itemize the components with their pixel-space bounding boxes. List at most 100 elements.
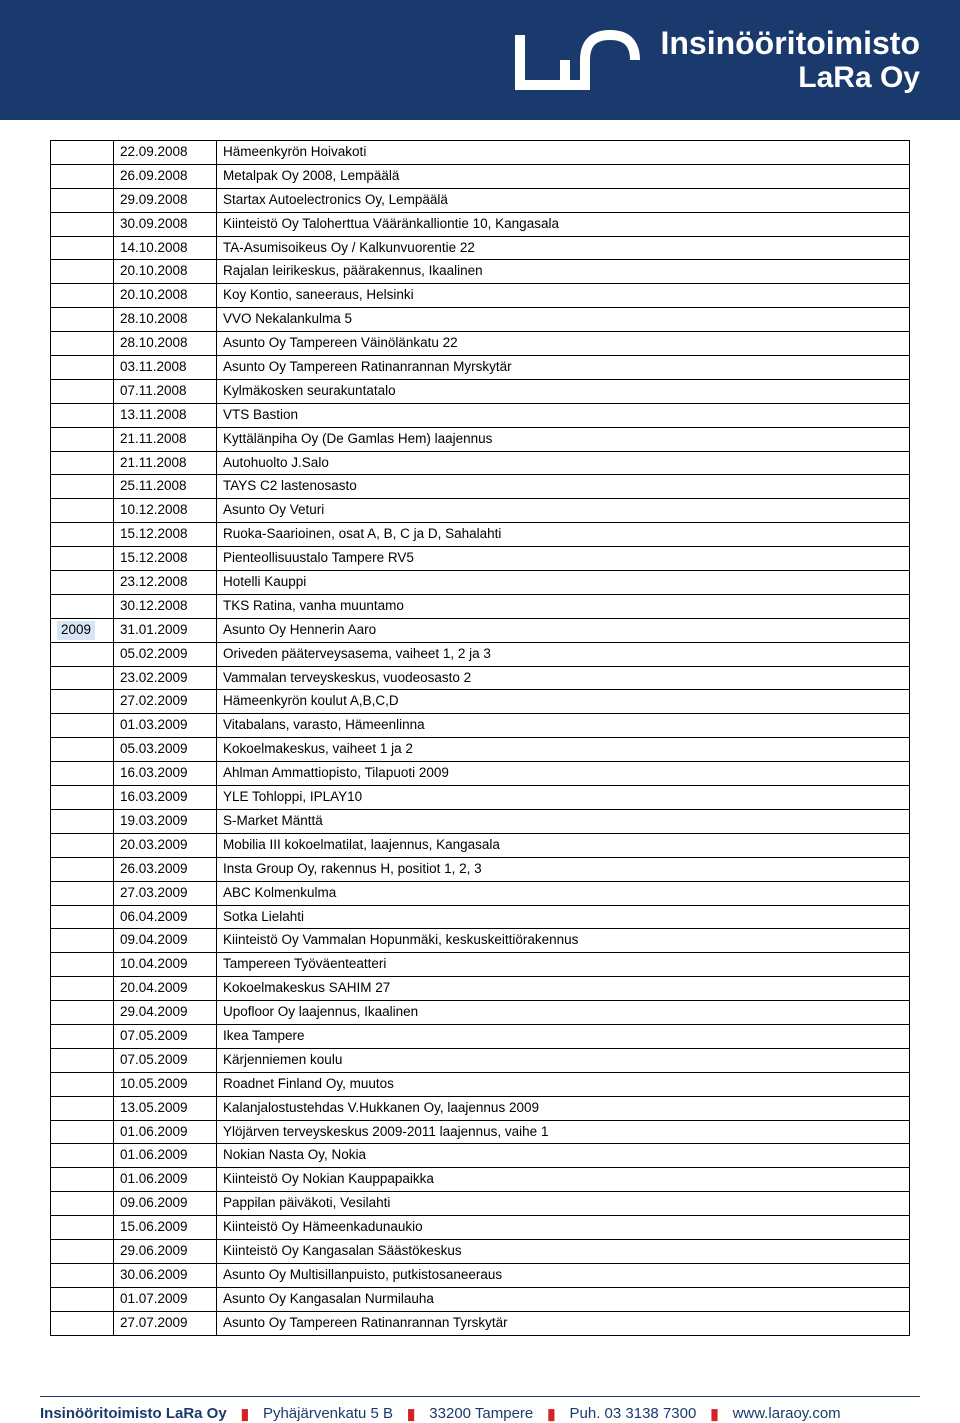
table-row: 03.11.2008Asunto Oy Tampereen Ratinanran… bbox=[51, 356, 910, 380]
table-row: 26.03.2009Insta Group Oy, rakennus H, po… bbox=[51, 857, 910, 881]
year-cell bbox=[51, 1024, 114, 1048]
date-cell: 01.03.2009 bbox=[114, 714, 217, 738]
year-cell bbox=[51, 356, 114, 380]
year-cell bbox=[51, 308, 114, 332]
year-cell bbox=[51, 188, 114, 212]
desc-cell: Insta Group Oy, rakennus H, positiot 1, … bbox=[217, 857, 910, 881]
year-cell bbox=[51, 403, 114, 427]
date-cell: 13.11.2008 bbox=[114, 403, 217, 427]
date-cell: 27.03.2009 bbox=[114, 881, 217, 905]
date-cell: 15.12.2008 bbox=[114, 523, 217, 547]
date-cell: 20.10.2008 bbox=[114, 260, 217, 284]
desc-cell: Kylmäkosken seurakuntatalo bbox=[217, 379, 910, 403]
table-row: 28.10.2008Asunto Oy Tampereen Väinölänka… bbox=[51, 332, 910, 356]
table-row: 22.09.2008Hämeenkyrön Hoivakoti bbox=[51, 141, 910, 165]
date-cell: 14.10.2008 bbox=[114, 236, 217, 260]
desc-cell: Hämeenkyrön Hoivakoti bbox=[217, 141, 910, 165]
table-row: 01.03.2009Vitabalans, varasto, Hämeenlin… bbox=[51, 714, 910, 738]
content-area: 22.09.2008Hämeenkyrön Hoivakoti26.09.200… bbox=[0, 120, 960, 1376]
footer-address: Pyhäjärvenkatu 5 B bbox=[263, 1405, 393, 1422]
desc-cell: Tampereen Työväenteatteri bbox=[217, 953, 910, 977]
desc-cell: Autohuolto J.Salo bbox=[217, 451, 910, 475]
table-row: 21.11.2008Autohuolto J.Salo bbox=[51, 451, 910, 475]
date-cell: 10.04.2009 bbox=[114, 953, 217, 977]
table-row: 01.06.2009Nokian Nasta Oy, Nokia bbox=[51, 1144, 910, 1168]
date-cell: 21.11.2008 bbox=[114, 451, 217, 475]
desc-cell: Koy Kontio, saneeraus, Helsinki bbox=[217, 284, 910, 308]
brand-line2: LaRa Oy bbox=[660, 61, 920, 94]
desc-cell: S-Market Mänttä bbox=[217, 809, 910, 833]
year-cell bbox=[51, 523, 114, 547]
desc-cell: Ikea Tampere bbox=[217, 1024, 910, 1048]
year-cell bbox=[51, 1096, 114, 1120]
year-cell bbox=[51, 762, 114, 786]
desc-cell: Roadnet Finland Oy, muutos bbox=[217, 1072, 910, 1096]
header-band: Insinööritoimisto LaRa Oy bbox=[0, 0, 960, 120]
year-cell bbox=[51, 1311, 114, 1335]
year-cell bbox=[51, 594, 114, 618]
date-cell: 29.06.2009 bbox=[114, 1239, 217, 1263]
year-cell bbox=[51, 1287, 114, 1311]
desc-cell: Hotelli Kauppi bbox=[217, 571, 910, 595]
date-cell: 03.11.2008 bbox=[114, 356, 217, 380]
year-cell bbox=[51, 332, 114, 356]
desc-cell: Kalanjalostustehdas V.Hukkanen Oy, laaje… bbox=[217, 1096, 910, 1120]
desc-cell: TKS Ratina, vanha muuntamo bbox=[217, 594, 910, 618]
year-cell bbox=[51, 571, 114, 595]
table-row: 07.11.2008Kylmäkosken seurakuntatalo bbox=[51, 379, 910, 403]
desc-cell: Metalpak Oy 2008, Lempäälä bbox=[217, 164, 910, 188]
date-cell: 30.06.2009 bbox=[114, 1263, 217, 1287]
year-cell bbox=[51, 642, 114, 666]
desc-cell: TA-Asumisoikeus Oy / Kalkunvuorentie 22 bbox=[217, 236, 910, 260]
desc-cell: Ylöjärven terveyskeskus 2009-2011 laajen… bbox=[217, 1120, 910, 1144]
desc-cell: Pappilan päiväkoti, Vesilahti bbox=[217, 1192, 910, 1216]
desc-cell: Asunto Oy Multisillanpuisto, putkistosan… bbox=[217, 1263, 910, 1287]
desc-cell: Kiinteistö Oy Nokian Kauppapaikka bbox=[217, 1168, 910, 1192]
desc-cell: Kokoelmakeskus SAHIM 27 bbox=[217, 977, 910, 1001]
date-cell: 20.03.2009 bbox=[114, 833, 217, 857]
table-row: 15.12.2008Pienteollisuustalo Tampere RV5 bbox=[51, 547, 910, 571]
desc-cell: Asunto Oy Hennerin Aaro bbox=[217, 618, 910, 642]
desc-cell: VVO Nekalankulma 5 bbox=[217, 308, 910, 332]
table-row: 29.04.2009Upofloor Oy laajennus, Ikaalin… bbox=[51, 1001, 910, 1025]
date-cell: 27.07.2009 bbox=[114, 1311, 217, 1335]
brand-name: Insinööritoimisto LaRa Oy bbox=[660, 26, 920, 94]
year-cell bbox=[51, 1263, 114, 1287]
year-cell bbox=[51, 1144, 114, 1168]
table-row: 05.03.2009Kokoelmakeskus, vaiheet 1 ja 2 bbox=[51, 738, 910, 762]
date-cell: 07.05.2009 bbox=[114, 1024, 217, 1048]
year-cell: 2009 bbox=[51, 618, 114, 642]
desc-cell: Ruoka-Saarioinen, osat A, B, C ja D, Sah… bbox=[217, 523, 910, 547]
table-row: 20.10.2008Koy Kontio, saneeraus, Helsink… bbox=[51, 284, 910, 308]
year-cell bbox=[51, 929, 114, 953]
date-cell: 20.04.2009 bbox=[114, 977, 217, 1001]
date-cell: 25.11.2008 bbox=[114, 475, 217, 499]
year-cell bbox=[51, 499, 114, 523]
desc-cell: Vitabalans, varasto, Hämeenlinna bbox=[217, 714, 910, 738]
project-table: 22.09.2008Hämeenkyrön Hoivakoti26.09.200… bbox=[50, 140, 910, 1336]
table-row: 01.07.2009Asunto Oy Kangasalan Nurmilauh… bbox=[51, 1287, 910, 1311]
desc-cell: Asunto Oy Tampereen Ratinanrannan Myrsky… bbox=[217, 356, 910, 380]
year-cell bbox=[51, 475, 114, 499]
table-row: 16.03.2009Ahlman Ammattiopisto, Tilapuot… bbox=[51, 762, 910, 786]
footer-web: www.laraoy.com bbox=[733, 1405, 841, 1422]
year-cell bbox=[51, 1192, 114, 1216]
year-cell bbox=[51, 236, 114, 260]
year-cell bbox=[51, 1239, 114, 1263]
date-cell: 29.04.2009 bbox=[114, 1001, 217, 1025]
date-cell: 01.07.2009 bbox=[114, 1287, 217, 1311]
table-row: 13.11.2008VTS Bastion bbox=[51, 403, 910, 427]
date-cell: 09.04.2009 bbox=[114, 929, 217, 953]
desc-cell: VTS Bastion bbox=[217, 403, 910, 427]
table-row: 20.03.2009Mobilia III kokoelmatilat, laa… bbox=[51, 833, 910, 857]
year-cell bbox=[51, 1072, 114, 1096]
date-cell: 15.06.2009 bbox=[114, 1216, 217, 1240]
year-cell bbox=[51, 379, 114, 403]
footer-phone: Puh. 03 3138 7300 bbox=[570, 1405, 697, 1422]
table-row: 23.12.2008Hotelli Kauppi bbox=[51, 571, 910, 595]
desc-cell: ABC Kolmenkulma bbox=[217, 881, 910, 905]
desc-cell: Asunto Oy Tampereen Väinölänkatu 22 bbox=[217, 332, 910, 356]
footer-postal: 33200 Tampere bbox=[429, 1405, 533, 1422]
footer-sep-icon: ▮ bbox=[710, 1405, 718, 1423]
table-row: 15.12.2008Ruoka-Saarioinen, osat A, B, C… bbox=[51, 523, 910, 547]
